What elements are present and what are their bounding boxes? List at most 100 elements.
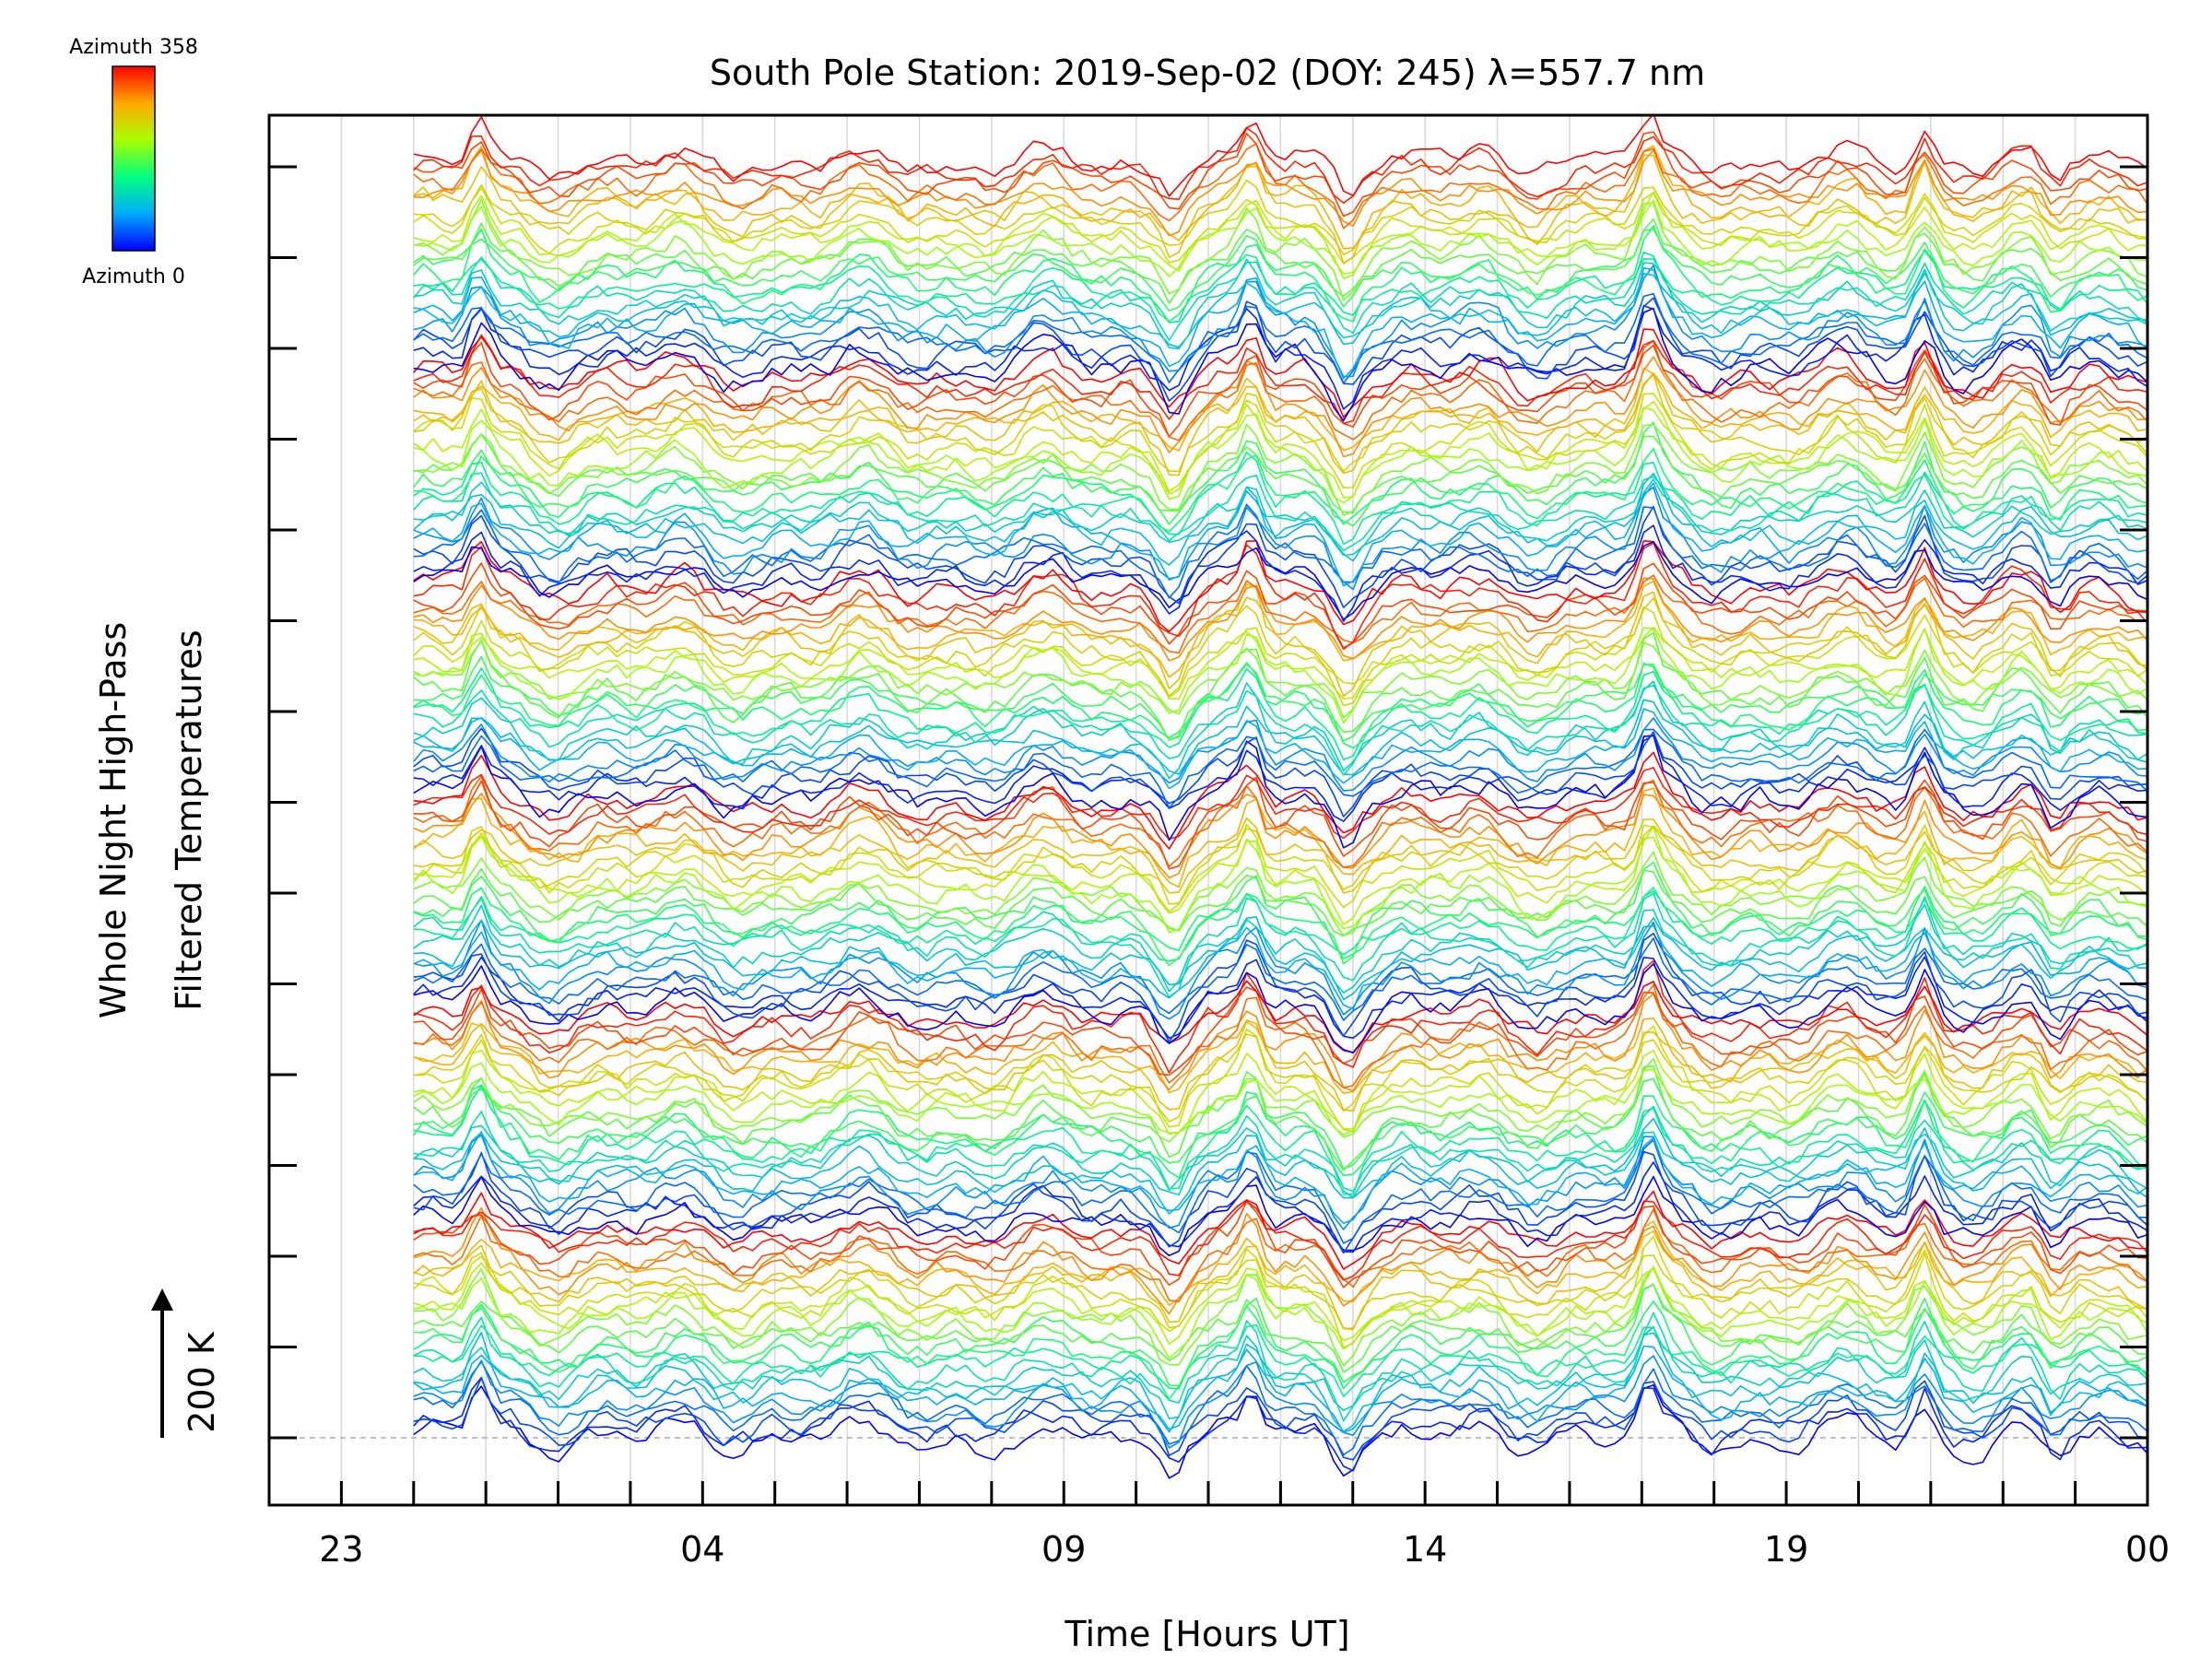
series-line bbox=[413, 1190, 2147, 1270]
scale-arrow-icon bbox=[151, 1288, 173, 1438]
x-tick-label: 23 bbox=[319, 1529, 363, 1570]
series-line bbox=[413, 1131, 2147, 1225]
series-line bbox=[413, 374, 2147, 473]
series-line bbox=[413, 149, 2147, 237]
series-line bbox=[413, 1124, 2147, 1198]
series-line bbox=[413, 640, 2147, 719]
series-line bbox=[413, 861, 2147, 967]
chart-title: South Pole Station: 2019-Sep-02 (DOY: 24… bbox=[710, 53, 1705, 93]
series-line bbox=[413, 916, 2147, 1001]
series-line bbox=[413, 867, 2147, 937]
series-line bbox=[413, 597, 2147, 707]
series-line bbox=[413, 115, 2147, 197]
series-line bbox=[413, 1208, 2147, 1302]
x-axis-label: Time [Hours UT] bbox=[1064, 1614, 1349, 1654]
series-line bbox=[413, 708, 2147, 790]
series-line bbox=[413, 1284, 2147, 1387]
series-line bbox=[413, 1345, 2147, 1433]
series-line bbox=[413, 400, 2147, 499]
series-line bbox=[413, 1139, 2147, 1244]
series-line bbox=[413, 393, 2147, 495]
series-line bbox=[413, 890, 2147, 962]
series-line bbox=[413, 734, 2147, 822]
series-line bbox=[413, 1332, 2147, 1419]
colorbar bbox=[112, 65, 156, 252]
series-line bbox=[413, 1360, 2147, 1456]
y-axis-label-line2: Filtered Temperatures bbox=[169, 629, 209, 1010]
series-line bbox=[413, 787, 2147, 888]
series-line bbox=[413, 1065, 2147, 1171]
series-line bbox=[413, 143, 2147, 229]
series-line bbox=[413, 937, 2147, 1021]
series-line bbox=[413, 728, 2147, 809]
series-line bbox=[413, 606, 2147, 699]
series-line bbox=[413, 1220, 2147, 1306]
series-line bbox=[413, 776, 2147, 870]
series-line bbox=[413, 1105, 2147, 1193]
x-tick-label: 14 bbox=[1403, 1529, 1447, 1570]
series-line bbox=[413, 919, 2147, 1020]
series-line bbox=[413, 717, 2147, 792]
series-line bbox=[413, 823, 2147, 912]
series-line bbox=[413, 1325, 2147, 1433]
series-line bbox=[413, 1283, 2147, 1373]
series-line bbox=[413, 473, 2147, 566]
series-line bbox=[413, 655, 2147, 742]
series-line bbox=[413, 1376, 2147, 1472]
series-line bbox=[413, 304, 2147, 410]
series-line bbox=[413, 1161, 2147, 1253]
scale-label: 200 K bbox=[182, 1331, 222, 1433]
series-line bbox=[413, 423, 2147, 516]
series-line bbox=[413, 1117, 2147, 1215]
series-line bbox=[413, 751, 2147, 850]
series-traces bbox=[413, 115, 2147, 1479]
series-line bbox=[413, 199, 2147, 280]
series-line bbox=[413, 297, 2147, 402]
series-line bbox=[413, 478, 2147, 557]
series-line bbox=[413, 662, 2147, 749]
series-line bbox=[413, 683, 2147, 776]
series-line bbox=[413, 433, 2147, 513]
series-line bbox=[413, 198, 2147, 301]
series-line bbox=[413, 1134, 2147, 1230]
series-line bbox=[413, 179, 2147, 255]
x-tick-label: 00 bbox=[2125, 1529, 2170, 1570]
series-line bbox=[413, 540, 2147, 632]
y-axis-label-line1: Whole Night High-Pass bbox=[93, 622, 134, 1018]
series-line bbox=[413, 1085, 2147, 1195]
series-line bbox=[413, 699, 2147, 776]
series-line bbox=[413, 258, 2147, 350]
series-line bbox=[413, 356, 2147, 458]
series-line bbox=[413, 583, 2147, 698]
series-line bbox=[413, 251, 2147, 342]
series-line bbox=[413, 627, 2147, 724]
colorbar-top-label: Azimuth 358 bbox=[69, 36, 198, 59]
series-line bbox=[413, 1058, 2147, 1143]
x-axis-ticks bbox=[339, 1481, 2077, 1505]
series-line bbox=[413, 933, 2147, 1043]
series-line bbox=[413, 1033, 2147, 1123]
series-line bbox=[413, 127, 2147, 204]
series-line bbox=[413, 1084, 2147, 1179]
series-line bbox=[413, 1355, 2147, 1449]
series-line bbox=[413, 1265, 2147, 1359]
y-axis-ticks bbox=[269, 165, 2147, 1440]
series-line bbox=[413, 540, 2147, 620]
series-line bbox=[413, 735, 2147, 849]
series-line bbox=[413, 1025, 2147, 1133]
series-line bbox=[413, 851, 2147, 936]
series-line bbox=[413, 1200, 2147, 1288]
series-line bbox=[413, 1383, 2147, 1479]
series-line bbox=[413, 959, 2147, 1074]
series-line bbox=[413, 1200, 2147, 1281]
series-line bbox=[413, 980, 2147, 1053]
series-line bbox=[413, 191, 2147, 275]
series-line bbox=[413, 452, 2147, 546]
series-line bbox=[413, 154, 2147, 264]
series-line bbox=[413, 903, 2147, 994]
series-line bbox=[413, 328, 2147, 418]
series-line bbox=[413, 1324, 2147, 1397]
series-line bbox=[413, 524, 2147, 622]
series-line bbox=[413, 727, 2147, 818]
